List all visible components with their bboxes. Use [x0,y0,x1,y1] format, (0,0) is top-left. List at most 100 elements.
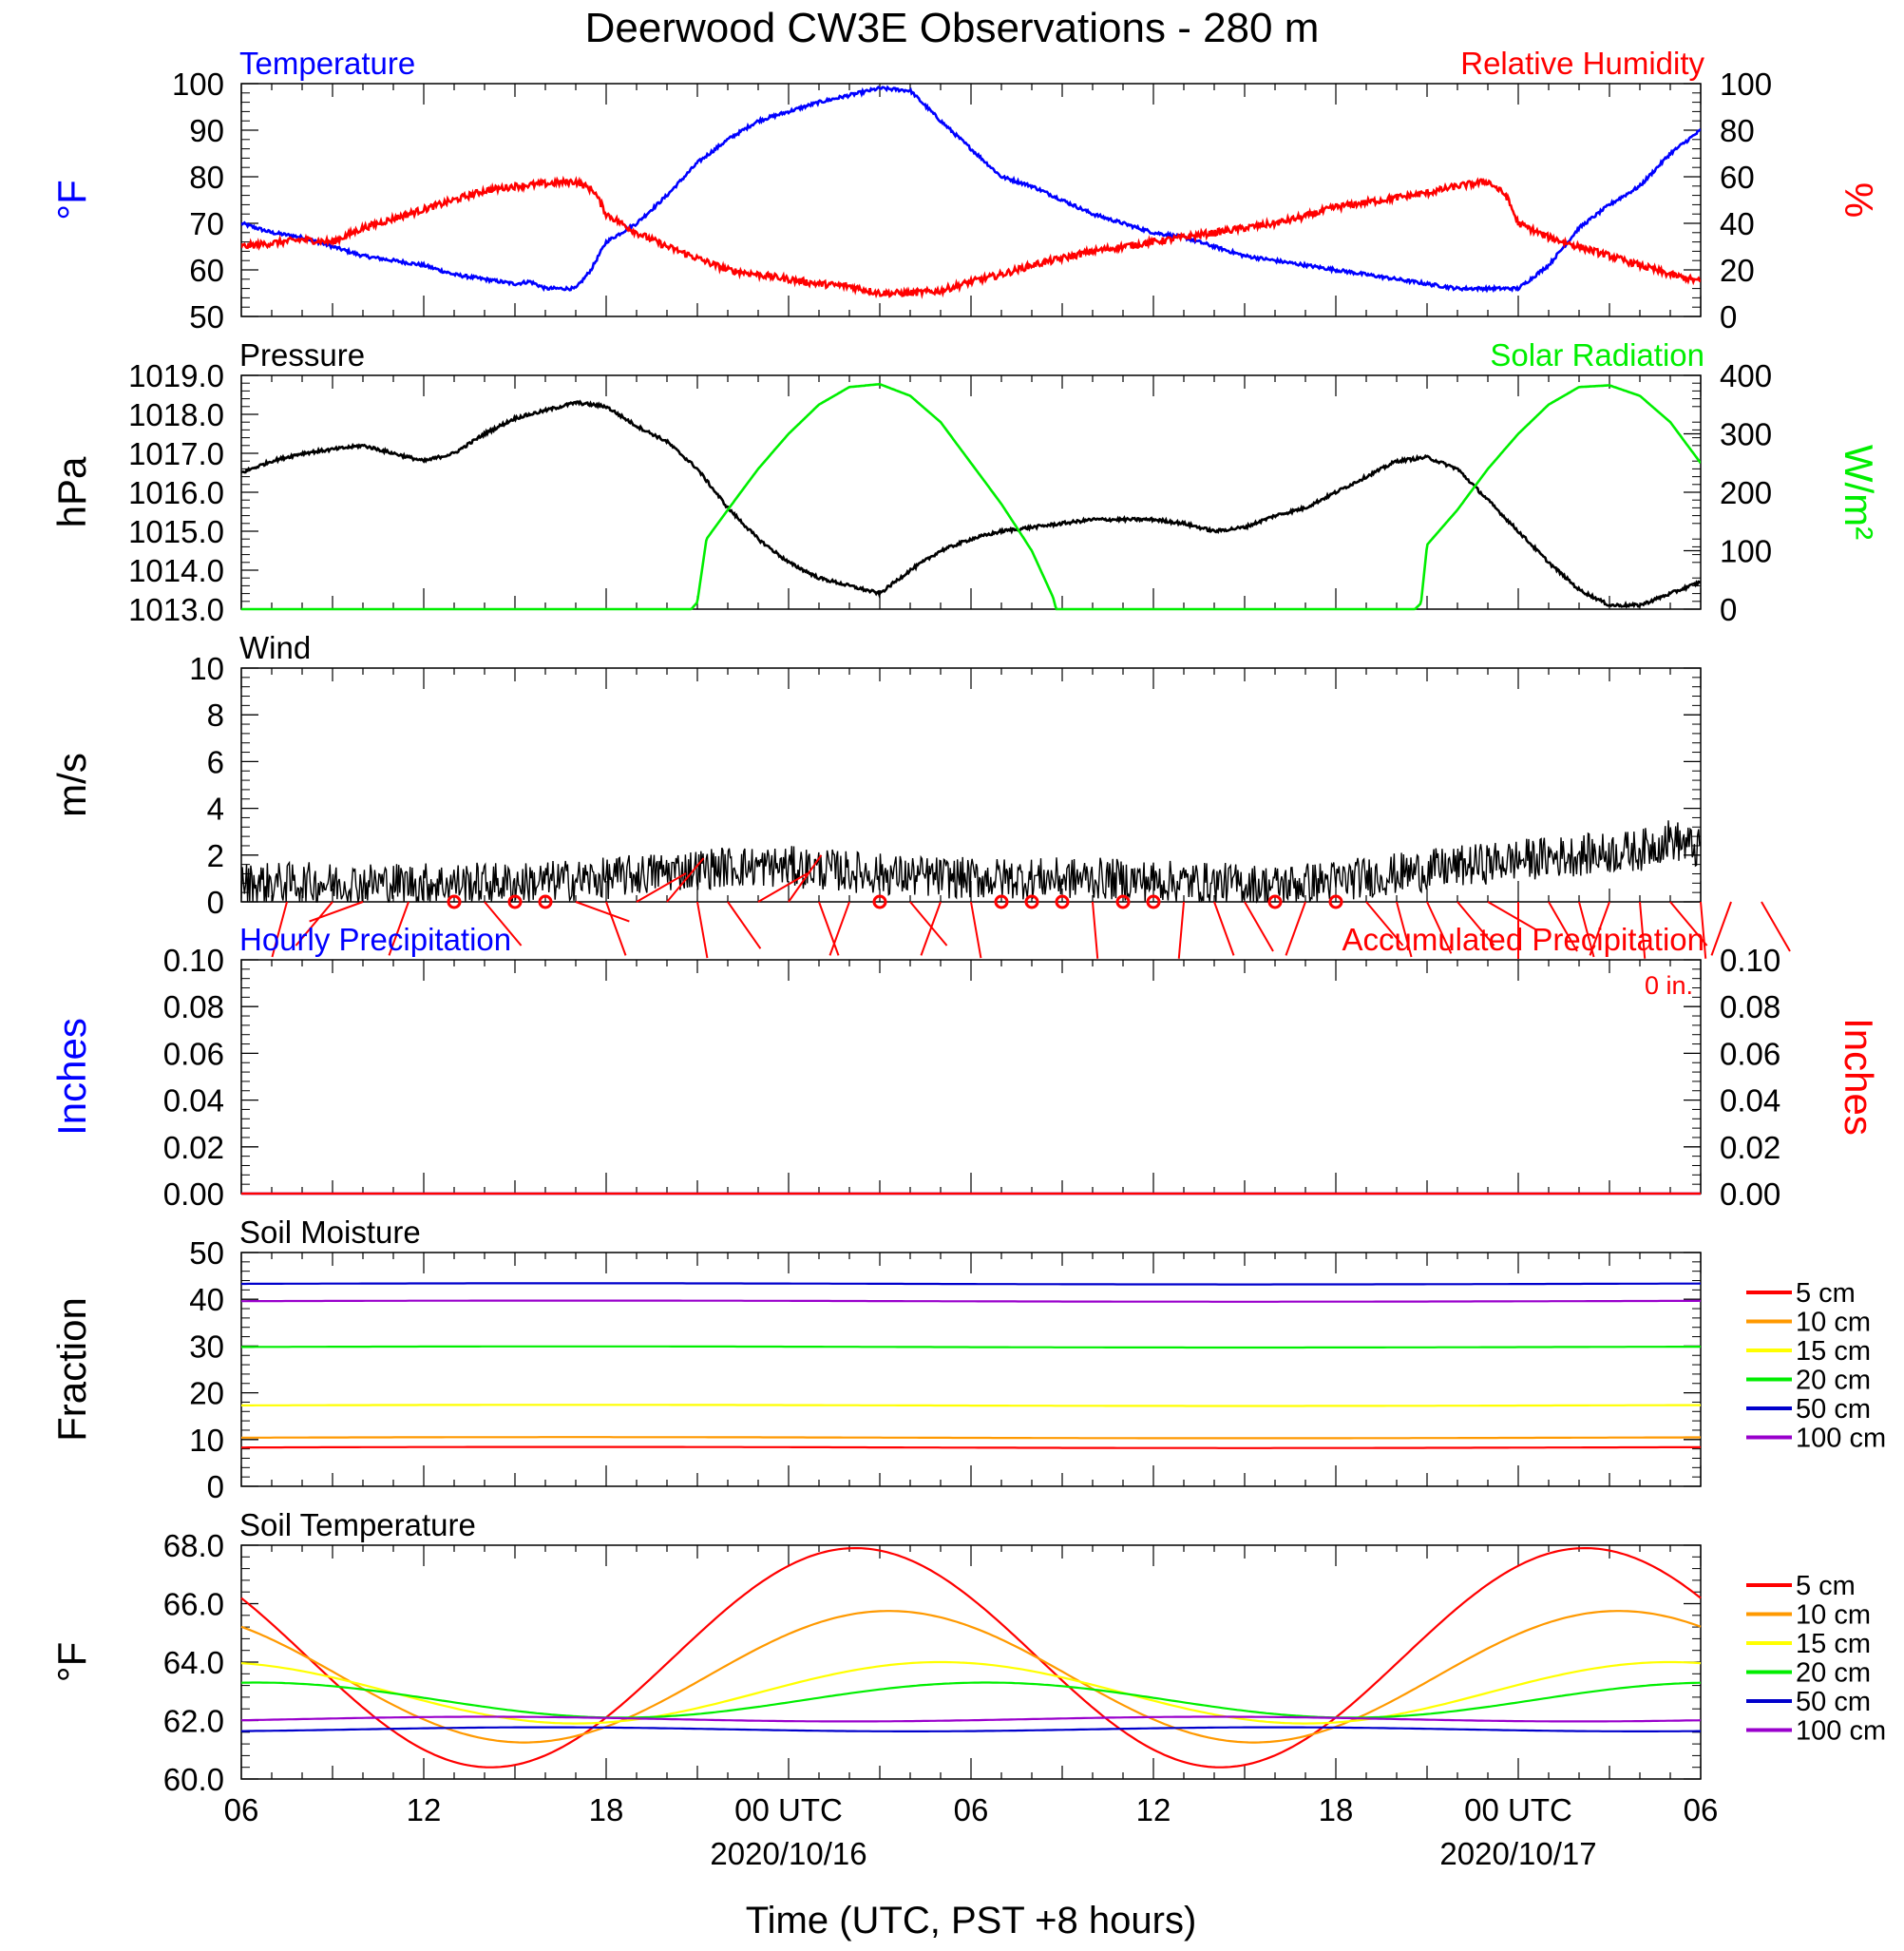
wind-barb [970,901,982,959]
y-tick-label: 66.0 [163,1587,224,1622]
x-tick-label: 12 [1136,1792,1171,1827]
wind-calm-marker [538,894,553,909]
y-axis-label: m/s [49,753,94,817]
y2-tick-label: 400 [1720,358,1772,393]
wind-barb [1244,901,1274,952]
y-tick-label: 0 [207,1469,224,1504]
y-tick-label: 6 [207,744,224,779]
wind-calm-marker [1055,894,1070,909]
series-line-0 [241,1445,1702,1449]
series-line-0 [241,399,1701,609]
y-tick-label: 1018.0 [128,397,224,432]
wind-barb [727,901,762,949]
wind-barb [1761,901,1791,952]
series-line-4 [241,1282,1702,1286]
series-line-0 [241,85,1701,294]
legend-label: 20 cm [1796,1658,1871,1689]
y2-tick-label: 0.10 [1720,943,1780,978]
wind-barb [605,901,627,956]
y2-tick-label: 100 [1720,534,1772,569]
legend-label: 15 cm [1796,1629,1871,1659]
wind-barb [1710,901,1732,956]
y2-tick-label: 0.02 [1720,1130,1780,1165]
wind-barb [575,901,630,923]
accumulation-label: 0 in. [1645,971,1693,1000]
y-tick-label: 0.00 [163,1176,224,1212]
wind-barb [1700,901,1707,959]
y-tick-label: 20 [189,1376,224,1411]
x-tick-label: 18 [589,1792,624,1827]
series-line-5 [240,1715,1702,1723]
wind-barb [1589,901,1610,956]
y-tick-label: 60.0 [163,1762,224,1797]
y-tick-label: 1014.0 [128,553,224,588]
y-tick-label: 0.08 [163,989,224,1024]
wind-calm-marker [1024,894,1039,909]
y2-tick-label: 60 [1720,160,1755,195]
series-line-2 [240,1660,1702,1725]
panel-frame [240,1252,1702,1487]
wind-barb [1092,901,1099,959]
y2-tick-label: 100 [1720,67,1772,102]
y-tick-label: 1016.0 [128,475,224,510]
wind-barb [1487,901,1538,931]
y-tick-label: 10 [189,1423,224,1458]
wind-barb [696,901,709,959]
y-tick-label: 1015.0 [128,514,224,549]
wind-barb [1669,901,1708,947]
legend-label: 15 cm [1796,1336,1871,1367]
legend-label: 50 cm [1796,1687,1871,1717]
y-tick-label: 50 [189,299,224,335]
y2-tick-label: 0.00 [1720,1176,1780,1212]
panel-right-title: Accumulated Precipitation [1342,922,1704,957]
wind-barb [788,854,823,903]
wind-calm-marker [872,894,887,909]
series-line-1 [241,382,1701,611]
legend-label: 10 cm [1796,1308,1871,1338]
series-line-0 [240,1547,1702,1769]
chart-title: Deerwood CW3E Observations - 280 m [585,5,1320,51]
panel-left-title: Hourly Precipitation [239,922,511,957]
y-axis-label: °F [49,180,94,220]
wind-barb [828,901,850,956]
wind-barb [271,901,288,958]
y2-tick-label: 0.08 [1720,989,1780,1024]
legend-label: 100 cm [1796,1716,1886,1747]
panel-0: 50 60 70 80 90 100 0 20 40 60 80 100 Temperature Rela… [49,46,1881,335]
legend-label: 10 cm [1796,1600,1871,1631]
wind-barb [1426,901,1453,954]
wind-barb [1365,901,1404,947]
y2-tick-label: 0.04 [1720,1083,1780,1119]
y-tick-label: 1017.0 [128,436,224,471]
x-tick-label: 06 [224,1792,259,1827]
wind-barb [388,901,409,956]
y-tick-label: 0.02 [163,1130,224,1165]
panel-left-title: Wind [239,630,311,665]
x-tick-label: 12 [407,1792,442,1827]
wind-calm-marker [1267,894,1283,909]
wind-barb [309,901,364,923]
x-tick-label: 00 UTC [1464,1792,1572,1827]
y2-tick-label: 40 [1720,206,1755,241]
series-line-3 [241,1345,1701,1349]
wind-barb [666,857,705,903]
series-line-3 [240,1681,1702,1719]
x-tick-label: 06 [954,1792,989,1827]
y2-tick-label: 20 [1720,253,1755,288]
y2-axis-label: Inches [1837,1018,1881,1136]
wind-calm-marker [1328,894,1343,909]
panel-right-title: Relative Humidity [1460,46,1704,81]
panel-left-title: Soil Moisture [239,1215,421,1250]
wind-barb [1396,901,1413,958]
series-line-0 [241,820,1701,904]
wind-calm-marker [994,894,1009,909]
y-tick-label: 0.06 [163,1036,224,1071]
wind-barb [1639,901,1647,959]
series-line-1 [241,175,1701,300]
y-tick-label: 40 [189,1282,224,1317]
wind-barb [1285,901,1306,956]
x-date-label: 2020/10/17 [1439,1836,1596,1871]
series-line-1 [240,1610,1702,1744]
y-tick-label: 0.04 [163,1083,224,1119]
